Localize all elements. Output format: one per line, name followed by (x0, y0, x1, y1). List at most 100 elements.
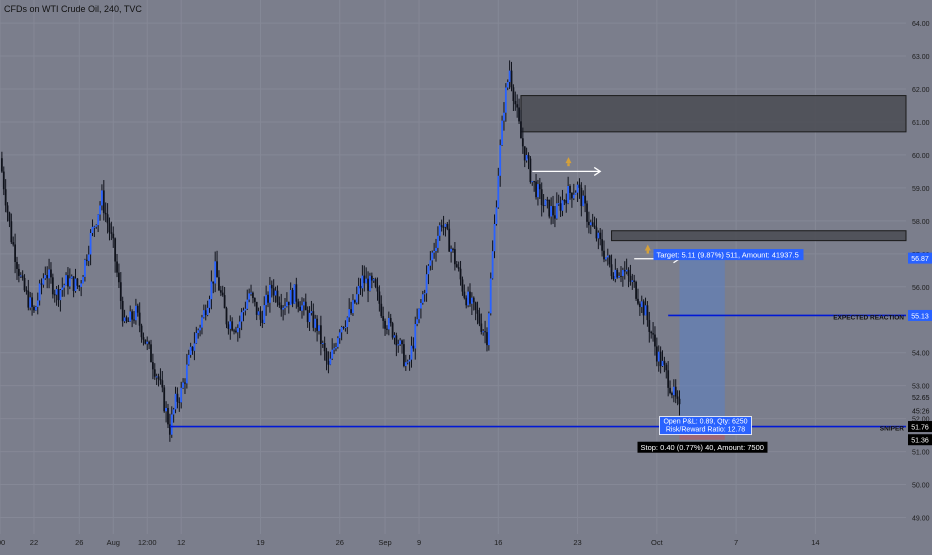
candle-body (163, 387, 166, 412)
candle-body (544, 199, 547, 206)
candle-body (386, 328, 388, 330)
target-area (679, 258, 725, 427)
candle-body (423, 293, 426, 295)
candle-body (672, 386, 675, 396)
candle-body (16, 261, 18, 269)
candle-body (70, 276, 73, 279)
candle-body (233, 330, 235, 332)
candle-body (144, 339, 147, 344)
candle-body (131, 311, 134, 320)
candle-body (270, 284, 273, 289)
candle-body (53, 294, 56, 296)
candle-body (612, 276, 615, 280)
candle-body (476, 309, 479, 314)
candle-body (599, 232, 602, 240)
candle-body (438, 225, 441, 236)
arrow-upper-marker-stem (567, 163, 570, 167)
candle-body (223, 295, 226, 309)
price-tag-box (908, 252, 932, 264)
x-tick-label: Aug (107, 538, 120, 547)
candle-body (614, 269, 617, 280)
candle-body (678, 398, 681, 405)
candle-body (151, 362, 154, 370)
candle-body (27, 290, 30, 308)
candle-body (269, 284, 271, 303)
candle-body (412, 345, 415, 349)
candle-body (514, 101, 517, 105)
candle-body (197, 330, 200, 334)
candle-body (165, 407, 167, 412)
candle-body (106, 214, 109, 224)
candle-body (0, 158, 3, 172)
candle-body (67, 275, 69, 287)
candle-body (352, 300, 354, 314)
axes: 49.0050.0051.0052.0053.0054.0056.0057.00… (0, 21, 932, 547)
candle-body (546, 199, 549, 201)
candle-body (359, 285, 362, 289)
candle-body (57, 289, 60, 301)
candle-body (278, 302, 281, 306)
candle-body (210, 281, 213, 300)
candle-body (267, 294, 269, 303)
candle-body (376, 286, 379, 292)
candle-body (638, 303, 641, 308)
candle-body (155, 376, 158, 378)
candle-body (480, 323, 483, 332)
candle-body (646, 305, 649, 321)
candle-body (616, 269, 619, 278)
candle-body (31, 297, 33, 307)
candle-body (219, 290, 222, 293)
candle-body (627, 269, 630, 276)
price-tag-text: 56.87 (911, 256, 929, 263)
candle-body (676, 396, 679, 399)
candle-body (85, 259, 88, 261)
candle-body (127, 320, 130, 322)
candle-body (138, 312, 141, 326)
candle-body (425, 274, 428, 294)
target-label-box (653, 249, 804, 261)
candle-body (667, 370, 670, 388)
candle-body (189, 346, 192, 355)
candle-body (512, 87, 515, 102)
y-tick-label: 60.00 (912, 153, 930, 160)
annotations[interactable] (532, 157, 681, 264)
candle-body (588, 221, 590, 226)
candle-body (572, 194, 575, 199)
arrow-upper-head (593, 166, 602, 176)
candle-body (208, 299, 211, 308)
candle-body (429, 260, 432, 266)
candle-body (635, 281, 637, 299)
candle-body (493, 224, 496, 252)
y-tick-label: 64.00 (912, 21, 930, 28)
candle-body (293, 284, 296, 304)
candle-body (367, 278, 369, 291)
candle-body (584, 195, 587, 204)
candle-body (444, 224, 447, 227)
candle-body (167, 407, 169, 425)
long-position-tool[interactable] (679, 258, 725, 440)
candle-body (586, 203, 588, 222)
candle-body (374, 279, 377, 287)
rr-label: Risk/Reward Ratio: 12.78 (666, 427, 745, 434)
candle-body (631, 280, 634, 282)
candle-body (153, 369, 156, 377)
candle-body (193, 343, 196, 351)
candle-body (342, 327, 345, 329)
candle-body (372, 279, 375, 281)
candle-body (104, 212, 107, 215)
candle-body (55, 289, 58, 295)
candle-body (4, 189, 7, 206)
grid (0, 0, 906, 534)
candle-body (121, 300, 124, 322)
levels[interactable]: EXPECTED REACTION SNIPER (169, 314, 906, 433)
candle-body (420, 302, 422, 309)
candle-body (123, 317, 126, 322)
x-tick-label: 19 (256, 538, 264, 547)
candle-body (201, 317, 203, 328)
candle-body (72, 276, 75, 292)
y-tick-label: 56.00 (912, 285, 930, 292)
candle-body (63, 285, 66, 288)
candle-body (87, 254, 90, 261)
